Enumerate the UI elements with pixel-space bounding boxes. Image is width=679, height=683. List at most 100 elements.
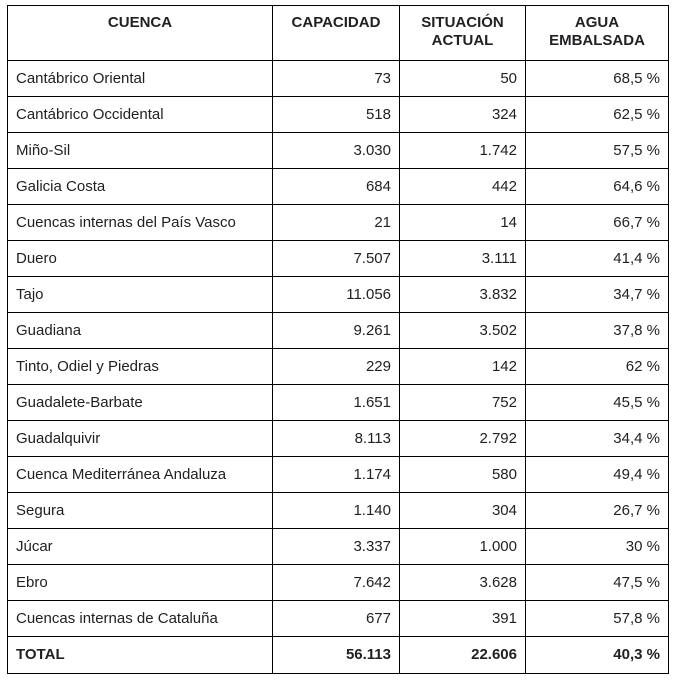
cell-situacion: 50 bbox=[399, 60, 526, 97]
header-row: CUENCA CAPACIDAD SITUACIÓN ACTUAL AGUA EMB… bbox=[7, 5, 669, 61]
cell-agua: 66,7 % bbox=[525, 204, 669, 241]
header-situacion-line1: SITUACIÓN bbox=[421, 14, 504, 31]
table-row: Galicia Costa 684 442 64,6 % bbox=[7, 168, 669, 205]
cell-agua: 34,4 % bbox=[525, 420, 669, 457]
cell-situacion: 3.832 bbox=[399, 276, 526, 313]
cell-cuenca: Guadiana bbox=[7, 312, 273, 349]
header-capacidad-label: CAPACIDAD bbox=[291, 14, 381, 31]
cell-capacidad: 1.174 bbox=[272, 456, 400, 493]
cell-cuenca: Guadalquivir bbox=[7, 420, 273, 457]
table-row: Guadiana 9.261 3.502 37,8 % bbox=[7, 312, 669, 349]
table-row: Cuenca Mediterránea Andaluza 1.174 580 49,4… bbox=[7, 456, 669, 493]
cell-agua: 30 % bbox=[525, 528, 669, 565]
table-row: Guadalete-Barbate 1.651 752 45,5 % bbox=[7, 384, 669, 421]
cell-agua: 49,4 % bbox=[525, 456, 669, 493]
cell-agua: 41,4 % bbox=[525, 240, 669, 277]
table-row: Cuencas internas del País Vasco 21 14 66,7 … bbox=[7, 204, 669, 241]
cell-situacion: 1.742 bbox=[399, 132, 526, 169]
reservoir-table: CUENCA CAPACIDAD SITUACIÓN ACTUAL AGUA EMB… bbox=[7, 5, 669, 674]
cell-cuenca: Cuenca Mediterránea Andaluza bbox=[7, 456, 273, 493]
cell-capacidad: 1.651 bbox=[272, 384, 400, 421]
table-row: Tinto, Odiel y Piedras 229 142 62 % bbox=[7, 348, 669, 385]
header-agua-line2: EMBALSADA bbox=[549, 32, 645, 49]
cell-cuenca: Segura bbox=[7, 492, 273, 529]
cell-agua: 47,5 % bbox=[525, 564, 669, 601]
cell-capacidad: 7.642 bbox=[272, 564, 400, 601]
cell-capacidad: 9.261 bbox=[272, 312, 400, 349]
cell-situacion: 142 bbox=[399, 348, 526, 385]
cell-agua: 57,5 % bbox=[525, 132, 669, 169]
header-cuenca-label: CUENCA bbox=[107, 14, 173, 31]
table-body: Cantábrico Oriental 73 50 68,5 % Cantábrico… bbox=[7, 60, 669, 637]
cell-capacidad: 3.337 bbox=[272, 528, 400, 565]
cell-capacidad: 229 bbox=[272, 348, 400, 385]
table-header: CUENCA CAPACIDAD SITUACIÓN ACTUAL AGUA EMB… bbox=[7, 5, 669, 61]
cell-agua: 34,7 % bbox=[525, 276, 669, 313]
table-row: Duero 7.507 3.111 41,4 % bbox=[7, 240, 669, 277]
table-row: Júcar 3.337 1.000 30 % bbox=[7, 528, 669, 565]
cell-cuenca: Miño-Sil bbox=[7, 132, 273, 169]
header-cuenca: CUENCA bbox=[7, 5, 273, 61]
cell-cuenca: Tinto, Odiel y Piedras bbox=[7, 348, 273, 385]
cell-agua: 57,8 % bbox=[525, 600, 669, 637]
total-capacidad: 56.113 bbox=[272, 636, 400, 674]
cell-agua: 26,7 % bbox=[525, 492, 669, 529]
cell-capacidad: 7.507 bbox=[272, 240, 400, 277]
cell-situacion: 324 bbox=[399, 96, 526, 133]
header-capacidad: CAPACIDAD bbox=[272, 5, 400, 61]
cell-situacion: 442 bbox=[399, 168, 526, 205]
cell-situacion: 2.792 bbox=[399, 420, 526, 457]
cell-agua: 64,6 % bbox=[525, 168, 669, 205]
cell-cuenca: Guadalete-Barbate bbox=[7, 384, 273, 421]
table-row: Tajo 11.056 3.832 34,7 % bbox=[7, 276, 669, 313]
header-situacion-line2: ACTUAL bbox=[431, 32, 494, 49]
cell-capacidad: 518 bbox=[272, 96, 400, 133]
cell-capacidad: 684 bbox=[272, 168, 400, 205]
cell-capacidad: 3.030 bbox=[272, 132, 400, 169]
cell-situacion: 391 bbox=[399, 600, 526, 637]
header-agua: AGUA EMBALSADA bbox=[525, 5, 669, 61]
cell-agua: 62,5 % bbox=[525, 96, 669, 133]
cell-capacidad: 677 bbox=[272, 600, 400, 637]
cell-situacion: 304 bbox=[399, 492, 526, 529]
cell-agua: 62 % bbox=[525, 348, 669, 385]
cell-cuenca: Cuencas internas del País Vasco bbox=[7, 204, 273, 241]
cell-situacion: 14 bbox=[399, 204, 526, 241]
table-row: Cantábrico Oriental 73 50 68,5 % bbox=[7, 60, 669, 97]
cell-capacidad: 21 bbox=[272, 204, 400, 241]
cell-agua: 68,5 % bbox=[525, 60, 669, 97]
total-agua: 40,3 % bbox=[525, 636, 669, 674]
cell-cuenca: Cuencas internas de Cataluña bbox=[7, 600, 273, 637]
cell-cuenca: Ebro bbox=[7, 564, 273, 601]
cell-capacidad: 11.056 bbox=[272, 276, 400, 313]
cell-cuenca: Cantábrico Occidental bbox=[7, 96, 273, 133]
cell-situacion: 580 bbox=[399, 456, 526, 493]
table-row: Guadalquivir 8.113 2.792 34,4 % bbox=[7, 420, 669, 457]
cell-cuenca: Cantábrico Oriental bbox=[7, 60, 273, 97]
total-situacion: 22.606 bbox=[399, 636, 526, 674]
cell-situacion: 3.502 bbox=[399, 312, 526, 349]
cell-capacidad: 73 bbox=[272, 60, 400, 97]
cell-capacidad: 8.113 bbox=[272, 420, 400, 457]
cell-situacion: 3.111 bbox=[399, 240, 526, 277]
cell-situacion: 1.000 bbox=[399, 528, 526, 565]
cell-cuenca: Galicia Costa bbox=[7, 168, 273, 205]
table-footer: TOTAL 56.113 22.606 40,3 % bbox=[7, 636, 669, 674]
cell-situacion: 752 bbox=[399, 384, 526, 421]
cell-cuenca: Duero bbox=[7, 240, 273, 277]
header-situacion: SITUACIÓN ACTUAL bbox=[399, 5, 526, 61]
cell-cuenca: Júcar bbox=[7, 528, 273, 565]
cell-capacidad: 1.140 bbox=[272, 492, 400, 529]
cell-agua: 45,5 % bbox=[525, 384, 669, 421]
total-label: TOTAL bbox=[7, 636, 273, 674]
cell-situacion: 3.628 bbox=[399, 564, 526, 601]
header-agua-line1: AGUA bbox=[574, 14, 620, 31]
table-row: Cantábrico Occidental 518 324 62,5 % bbox=[7, 96, 669, 133]
total-row: TOTAL 56.113 22.606 40,3 % bbox=[7, 636, 669, 674]
table-row: Miño-Sil 3.030 1.742 57,5 % bbox=[7, 132, 669, 169]
table-row: Cuencas internas de Cataluña 677 391 57,8 % bbox=[7, 600, 669, 637]
cell-cuenca: Tajo bbox=[7, 276, 273, 313]
table-row: Ebro 7.642 3.628 47,5 % bbox=[7, 564, 669, 601]
cell-agua: 37,8 % bbox=[525, 312, 669, 349]
table-row: Segura 1.140 304 26,7 % bbox=[7, 492, 669, 529]
